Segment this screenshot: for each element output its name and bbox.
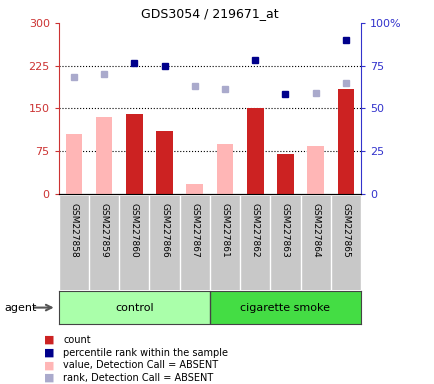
- Text: agent: agent: [4, 303, 36, 313]
- Text: GSM227861: GSM227861: [220, 204, 229, 258]
- Text: count: count: [63, 335, 91, 345]
- Text: percentile rank within the sample: percentile rank within the sample: [63, 348, 227, 358]
- Bar: [156, 131, 172, 194]
- Text: ■: ■: [43, 335, 54, 345]
- Bar: [186, 184, 203, 194]
- Bar: [209, 291, 360, 324]
- Bar: [66, 134, 82, 194]
- Text: ■: ■: [43, 360, 54, 370]
- Text: GSM227860: GSM227860: [129, 204, 138, 258]
- Text: GSM227864: GSM227864: [310, 204, 319, 258]
- Text: GSM227862: GSM227862: [250, 204, 259, 258]
- Bar: [337, 89, 353, 194]
- Text: value, Detection Call = ABSENT: value, Detection Call = ABSENT: [63, 360, 218, 370]
- Text: GSM227863: GSM227863: [280, 204, 289, 258]
- Title: GDS3054 / 219671_at: GDS3054 / 219671_at: [141, 7, 278, 20]
- Text: GSM227866: GSM227866: [160, 204, 169, 258]
- Bar: [59, 291, 209, 324]
- Bar: [247, 109, 263, 194]
- Bar: [126, 114, 142, 194]
- Bar: [307, 146, 323, 194]
- Text: rank, Detection Call = ABSENT: rank, Detection Call = ABSENT: [63, 373, 213, 383]
- Text: control: control: [115, 303, 153, 313]
- Text: GSM227865: GSM227865: [341, 204, 350, 258]
- Bar: [216, 144, 233, 194]
- Bar: [95, 117, 112, 194]
- Bar: [276, 154, 293, 194]
- Text: GSM227858: GSM227858: [69, 204, 78, 258]
- Text: ■: ■: [43, 348, 54, 358]
- Text: GSM227867: GSM227867: [190, 204, 199, 258]
- Text: ■: ■: [43, 373, 54, 383]
- Text: cigarette smoke: cigarette smoke: [240, 303, 330, 313]
- Text: GSM227859: GSM227859: [99, 204, 108, 258]
